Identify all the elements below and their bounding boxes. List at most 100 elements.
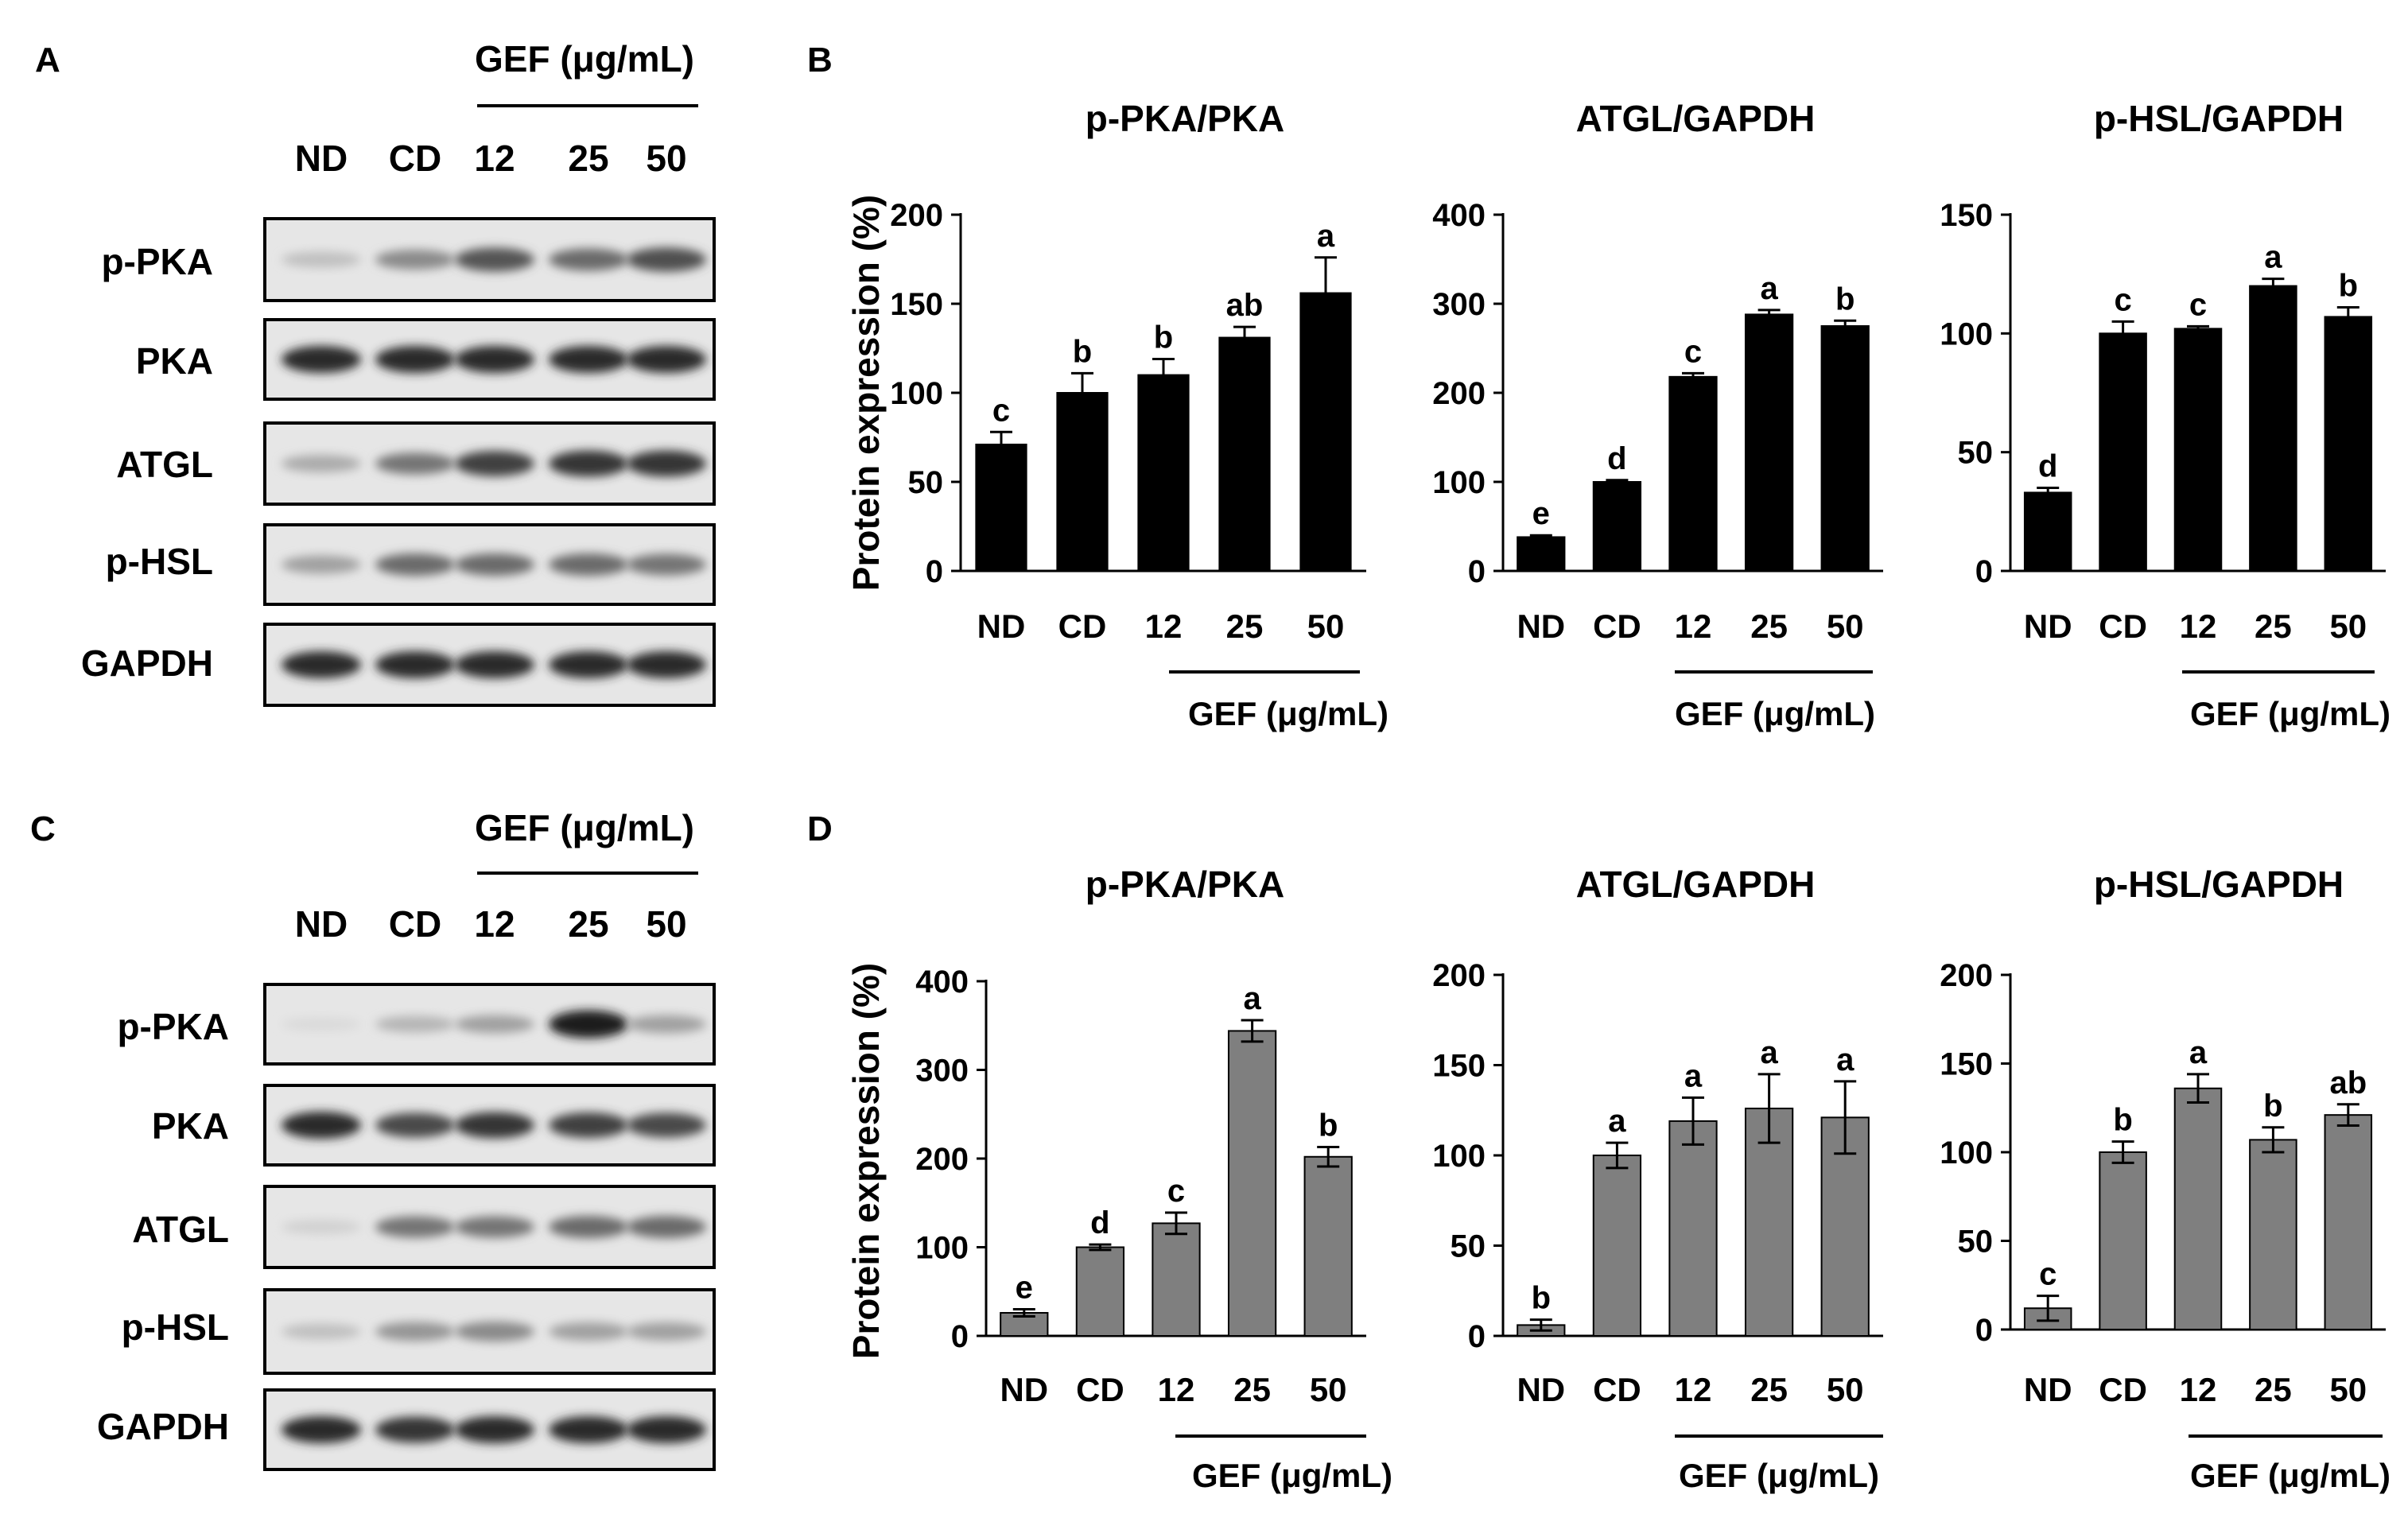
x-tick-label: CD [2099, 608, 2147, 645]
significance-label: b [1835, 281, 1855, 316]
blot-band [549, 1010, 628, 1038]
blot-band [549, 553, 628, 576]
blot-band [455, 1112, 534, 1139]
blot-band [375, 1216, 455, 1238]
blot-band [627, 1416, 706, 1443]
x-tick-label: 12 [1675, 1371, 1712, 1408]
bar [1075, 1246, 1125, 1337]
blot-band [627, 346, 706, 373]
significance-label: b [2263, 1089, 2282, 1124]
blot-band [455, 451, 534, 476]
significance-label: b [1532, 1281, 1551, 1316]
blot-a-row-label: GAPDH [81, 642, 213, 684]
chart-title: ATGL/GAPDH [1576, 864, 1816, 905]
blot-a-lane-label: 50 [646, 138, 686, 179]
blot-band [627, 553, 706, 576]
blot-c-gef-label: GEF (μg/mL) [475, 807, 694, 848]
blot-c-lane-label: ND [295, 903, 348, 945]
blot-c-lane-label: CD [389, 903, 441, 945]
x-tick-label: 25 [1233, 1371, 1271, 1408]
blot-band [375, 1015, 455, 1033]
significance-label: d [1090, 1205, 1109, 1240]
x-group-label: GEF (μg/mL) [1679, 1457, 1879, 1494]
y-axis-label: Protein expression (%) [845, 963, 887, 1359]
y-tick-label: 100 [915, 1231, 969, 1266]
x-tick-label: 12 [1158, 1371, 1195, 1408]
x-tick-label: CD [1593, 1371, 1641, 1408]
blot-band [375, 1112, 455, 1138]
bar [1227, 1030, 1277, 1337]
x-group-label: GEF (μg/mL) [1675, 695, 1875, 732]
x-group-label: GEF (μg/mL) [1188, 695, 1388, 732]
bar [975, 443, 1027, 573]
blot-band [282, 1112, 361, 1139]
y-tick-label: 50 [1958, 1225, 1994, 1260]
y-tick-label: 50 [908, 465, 944, 500]
significance-label: a [1760, 1035, 1778, 1070]
blot-a-lane-label: CD [389, 138, 441, 179]
blot-band [282, 455, 361, 472]
blot-band [282, 346, 361, 373]
y-axis-label: Protein expression (%) [845, 195, 887, 591]
y-tick-label: 0 [1975, 554, 1993, 589]
blot-band [627, 1322, 706, 1341]
blot-a-row-label: PKA [136, 340, 213, 382]
y-tick-label: 200 [915, 1142, 969, 1177]
blot-c-row-label: ATGL [132, 1209, 229, 1250]
x-tick-label: ND [1517, 608, 1565, 645]
significance-label: b [1073, 334, 1092, 369]
y-tick-label: 300 [1432, 287, 1486, 322]
blot-band [627, 247, 706, 272]
blot-a-lane-label: 25 [568, 138, 608, 179]
blot-band [627, 1015, 706, 1034]
blot-a-lane-label: 12 [474, 138, 515, 179]
blot-band [455, 553, 534, 576]
blot-band [455, 1015, 534, 1034]
x-tick-label: 50 [1827, 608, 1864, 645]
blot-c-row-label: PKA [152, 1105, 229, 1147]
blot-band [455, 1322, 534, 1341]
blot-band [282, 555, 361, 574]
bar [1668, 375, 1718, 572]
x-tick-label: CD [1058, 608, 1107, 645]
bar-chart-d3: p-HSL/GAPDH 0 50 100 150 200 c ND b CD a 12 b 25 ab 50 G… [1940, 864, 2391, 1494]
x-tick-label: 12 [2180, 1371, 2217, 1408]
significance-label: a [2189, 1035, 2208, 1070]
blot-panel-c: GEF (μg/mL) ND CD 12 25 50 p-PKA PKA ATG… [97, 807, 716, 1471]
significance-label: a [1836, 1042, 1855, 1077]
y-tick-label: 200 [1432, 958, 1486, 993]
blot-band [549, 1322, 628, 1341]
x-tick-label: ND [2024, 1371, 2072, 1408]
blot-band [549, 450, 628, 477]
significance-label: d [2038, 448, 2057, 483]
blot-band [549, 1216, 628, 1238]
y-tick-label: 400 [915, 965, 969, 1000]
blot-band [375, 1322, 455, 1341]
blot-band [282, 1017, 361, 1031]
significance-label: c [2189, 287, 2207, 322]
significance-label: c [1684, 334, 1702, 369]
y-tick-label: 100 [1432, 1139, 1486, 1174]
significance-label: ab [2329, 1066, 2367, 1101]
blot-band [282, 1323, 361, 1340]
blot-c-row-label: p-PKA [117, 1006, 229, 1047]
y-tick-label: 150 [1940, 1047, 1993, 1082]
y-tick-label: 150 [1432, 1049, 1486, 1084]
y-tick-label: 0 [1468, 1319, 1486, 1354]
blot-band [375, 1416, 455, 1443]
x-group-label: GEF (μg/mL) [1192, 1457, 1392, 1494]
significance-label: a [1317, 219, 1335, 254]
significance-label: a [1684, 1058, 1703, 1093]
significance-label: d [1607, 441, 1626, 476]
chart-title: p-HSL/GAPDH [2094, 864, 2344, 905]
significance-label: ab [1226, 288, 1264, 323]
blot-band [627, 1216, 706, 1238]
significance-label: c [1167, 1174, 1185, 1209]
y-tick-label: 300 [915, 1054, 969, 1089]
x-tick-label: 50 [1307, 608, 1345, 645]
panel-label-c: C [30, 809, 56, 848]
x-tick-label: 12 [1675, 608, 1712, 645]
blot-c-row-label: GAPDH [97, 1406, 229, 1447]
x-tick-label: CD [1593, 608, 1641, 645]
bar-chart-b2: ATGL/GAPDH 0 100 200 300 400 e ND d CD c 12 a 25 b 50 GE… [1432, 98, 1883, 732]
